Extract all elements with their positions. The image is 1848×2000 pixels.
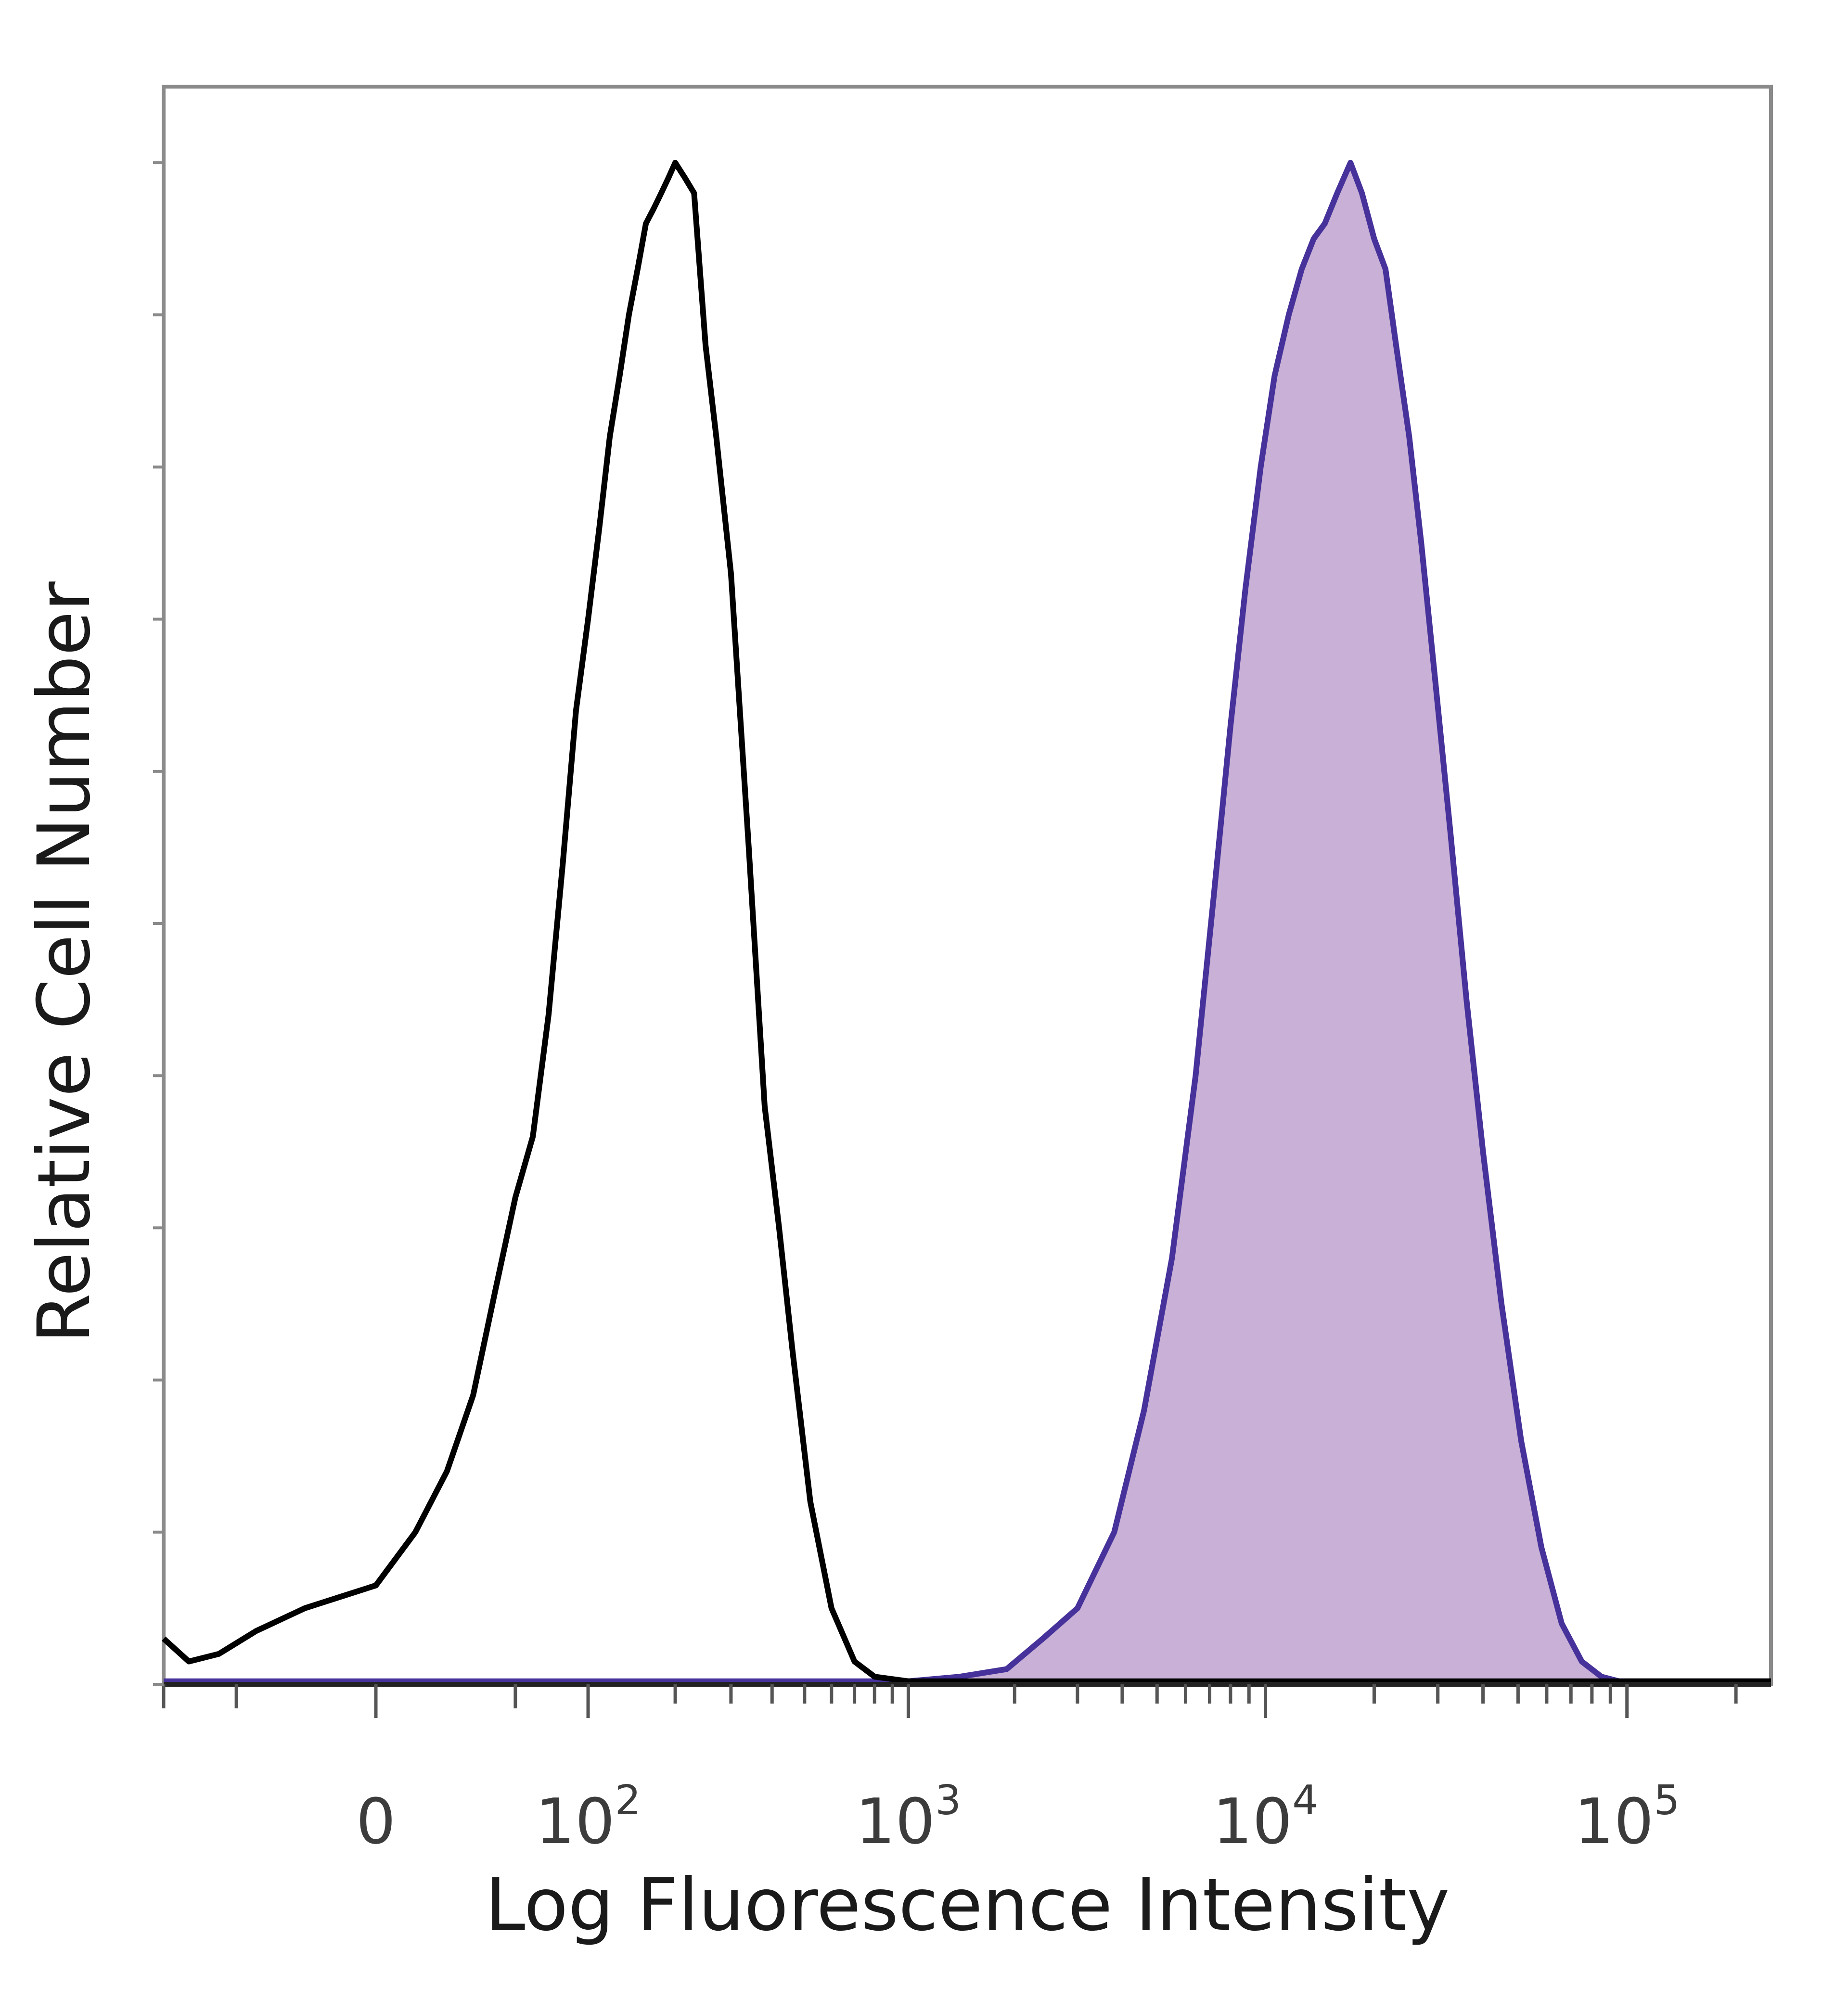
series-layer [161, 160, 1771, 1684]
x-tick-label: 102 [535, 1777, 641, 1858]
series-1-line [164, 160, 1771, 1684]
y-axis-title: Relative Cell Number [23, 581, 106, 1344]
x-tick-label: 103 [856, 1777, 962, 1858]
x-tick-label: 0 [356, 1785, 396, 1858]
series-1-fill [164, 163, 1771, 1684]
x-tick-label: 105 [1574, 1777, 1680, 1858]
plot-frame [162, 85, 1773, 1686]
x-axis-ticks: 0 102 103 104 105 [162, 1684, 1738, 1858]
y-axis-ticks [153, 161, 164, 1686]
x-axis-title: Log Fluorescence Intensity [485, 1863, 1450, 1947]
series-0-line [161, 160, 1771, 1684]
x-tick-label: 104 [1213, 1777, 1319, 1858]
